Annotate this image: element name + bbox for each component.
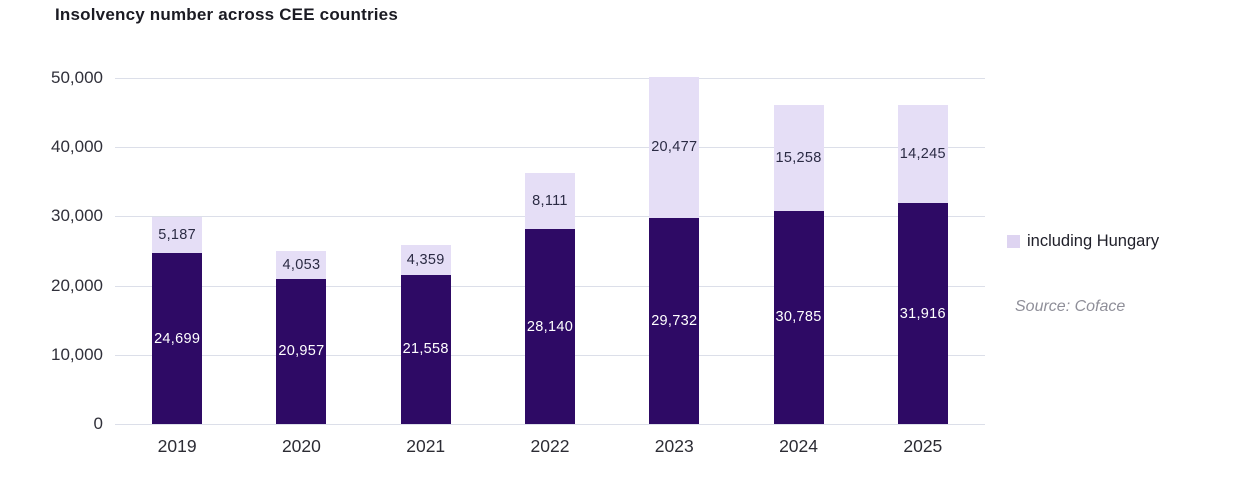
bar-column-2022: 8,111 28,140 xyxy=(524,173,575,424)
y-tick-label: 0 xyxy=(93,414,103,433)
bar-value-label: 14,245 xyxy=(899,145,946,162)
x-tick-label: 2022 xyxy=(530,436,570,456)
bar-value-label: 4,359 xyxy=(406,251,445,268)
bar-segment-series0: 31,916 xyxy=(897,203,948,424)
bar-segment-series0: 20,957 xyxy=(276,278,327,424)
bar-column-2019: 5,187 24,699 xyxy=(152,217,203,424)
bar-value-label: 5,187 xyxy=(158,227,197,244)
bar-column-2023: 20,477 29,732 xyxy=(649,76,700,424)
bar-column-2021: 4,359 21,558 xyxy=(400,244,451,424)
bar-column-2024: 15,258 30,785 xyxy=(773,105,824,424)
bar-segment-series0: 30,785 xyxy=(773,210,824,424)
bar-value-label: 24,699 xyxy=(154,330,201,347)
bar-value-label: 31,916 xyxy=(899,305,946,322)
chart-title: Insolvency number across CEE countries xyxy=(55,5,398,24)
legend-label: including Hungary xyxy=(1027,232,1160,250)
bar-value-label: 4,053 xyxy=(282,256,321,273)
legend: including Hungary xyxy=(1007,232,1159,251)
x-axis: 2019 2020 2021 2022 2023 2024 2025 xyxy=(115,436,985,457)
bar-value-label: 29,732 xyxy=(651,313,698,330)
x-tick-label: 2020 xyxy=(281,436,321,456)
bar-column-2020: 4,053 20,957 xyxy=(276,250,327,424)
bar-segment-series0: 21,558 xyxy=(400,274,451,424)
bars-container: 5,187 24,699 4,053 20,957 4,359 21,558 8,111 28… xyxy=(115,76,985,424)
bar-segment-series0: 28,140 xyxy=(524,229,575,424)
x-tick-label: 2023 xyxy=(654,436,694,456)
bar-segment-series1: 20,477 xyxy=(649,76,700,219)
y-tick-label: 10,000 xyxy=(51,344,103,364)
y-tick-label: 50,000 xyxy=(51,68,103,87)
bar-value-label: 30,785 xyxy=(775,309,822,326)
bar-segment-series1: 4,053 xyxy=(276,250,327,279)
y-tick-label: 20,000 xyxy=(51,275,103,295)
source-note: Source: Coface xyxy=(1015,298,1126,315)
bar-segment-series1: 15,258 xyxy=(773,105,824,211)
bar-value-label: 15,258 xyxy=(775,150,822,167)
bar-value-label: 20,957 xyxy=(278,343,325,360)
bar-value-label: 20,477 xyxy=(651,139,698,156)
y-axis: 0 10,000 20,000 30,000 40,000 50,000 xyxy=(0,68,103,433)
gridline xyxy=(115,78,985,79)
bar-segment-series0: 24,699 xyxy=(152,253,203,424)
gridline xyxy=(115,147,985,149)
legend-swatch-icon xyxy=(1007,235,1020,248)
y-tick-label: 40,000 xyxy=(51,137,103,157)
bar-value-label: 21,558 xyxy=(402,341,449,358)
gridline xyxy=(115,424,985,425)
plot-area: 5,187 24,699 4,053 20,957 4,359 21,558 8,111 28… xyxy=(115,76,985,425)
x-tick-label: 2024 xyxy=(779,436,819,456)
bar-column-2025: 14,245 31,916 xyxy=(897,104,948,424)
bar-segment-series1: 4,359 xyxy=(400,244,451,275)
x-tick-label: 2021 xyxy=(406,436,446,456)
bar-segment-series1: 5,187 xyxy=(152,217,203,254)
bar-segment-series1: 8,111 xyxy=(524,173,575,230)
bar-value-label: 28,140 xyxy=(526,318,574,335)
bar-value-label: 8,111 xyxy=(532,193,568,210)
x-tick-label: 2019 xyxy=(157,436,197,456)
bar-segment-series0: 29,732 xyxy=(649,218,700,424)
y-tick-label: 30,000 xyxy=(51,206,103,226)
bar-segment-series1: 14,245 xyxy=(897,104,948,204)
x-tick-label: 2025 xyxy=(903,436,943,456)
